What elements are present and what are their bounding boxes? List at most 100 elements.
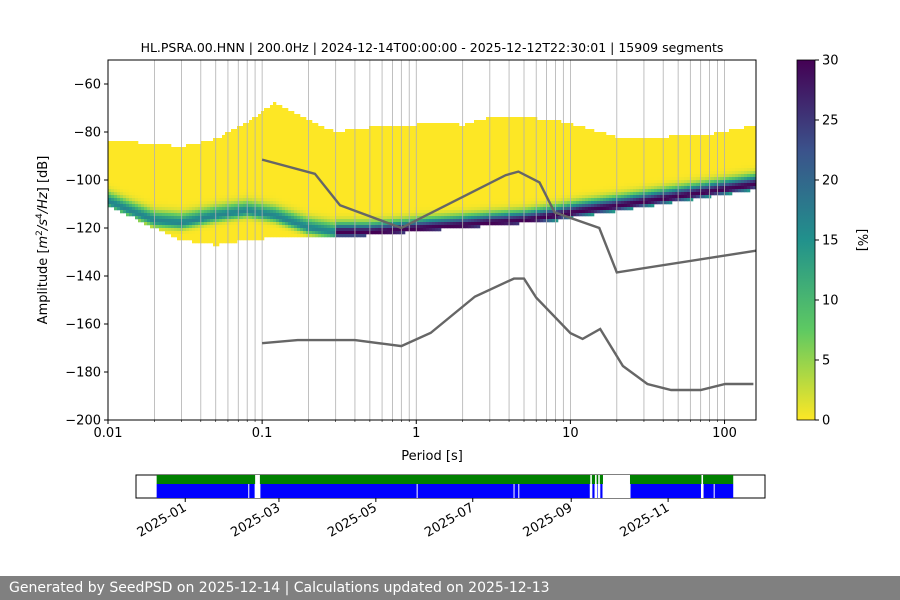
heatmap-cell: [345, 204, 349, 208]
heatmap-cell: [111, 150, 115, 154]
heatmap-cell: [225, 177, 229, 181]
heatmap-cell: [285, 171, 289, 175]
heatmap-cell: [285, 114, 289, 118]
heatmap-cell: [360, 156, 364, 160]
heatmap-cell: [144, 189, 148, 193]
heatmap-cell: [192, 144, 196, 148]
heatmap-cell: [426, 210, 430, 214]
heatmap-cell: [447, 180, 451, 184]
heatmap-cell: [222, 162, 226, 166]
heatmap-cell: [276, 153, 280, 157]
heatmap-cell: [372, 162, 376, 166]
heatmap-cell: [333, 207, 337, 211]
heatmap-cell: [474, 204, 478, 208]
heatmap-cell: [258, 231, 262, 235]
heatmap-cell: [270, 207, 274, 211]
heatmap-cell: [456, 159, 460, 163]
heatmap-cell: [486, 219, 490, 223]
heatmap-cell: [309, 222, 313, 226]
heatmap-cell: [168, 156, 172, 160]
heatmap-cell: [495, 120, 499, 124]
heatmap-column: [411, 126, 415, 232]
heatmap-cell: [438, 126, 442, 130]
heatmap-cell: [258, 162, 262, 166]
heatmap-cell: [318, 150, 322, 154]
heatmap-cell: [297, 183, 301, 187]
heatmap-cell: [204, 216, 208, 220]
heatmap-cell: [270, 204, 274, 208]
heatmap-cell: [225, 168, 229, 172]
heatmap-cell: [423, 174, 427, 178]
heatmap-cell: [456, 165, 460, 169]
heatmap-cell: [261, 138, 265, 142]
heatmap-cell: [294, 213, 298, 217]
heatmap-cell: [162, 201, 166, 205]
heatmap-cell: [468, 147, 472, 151]
heatmap-cell: [252, 228, 256, 232]
heatmap-cell: [396, 228, 400, 232]
heatmap-cell: [351, 129, 355, 133]
heatmap-cell: [504, 117, 508, 121]
heatmap-cell: [381, 168, 385, 172]
heatmap-cell: [432, 195, 436, 199]
heatmap-cell: [363, 216, 367, 220]
heatmap-cell: [321, 150, 325, 154]
heatmap-cell: [144, 180, 148, 184]
heatmap-cell: [201, 216, 205, 220]
heatmap-cell: [519, 120, 523, 124]
heatmap-cell: [150, 189, 154, 193]
heatmap-cell: [123, 147, 127, 151]
heatmap-cell: [447, 225, 451, 229]
heatmap-cell: [375, 225, 379, 229]
heatmap-cell: [489, 132, 493, 136]
heatmap-cell: [222, 219, 226, 223]
heatmap-cell: [378, 156, 382, 160]
heatmap-cell: [420, 210, 424, 214]
heatmap-cell: [288, 177, 292, 181]
heatmap-cell: [255, 141, 259, 145]
heatmap-cell: [339, 183, 343, 187]
heatmap-cell: [435, 159, 439, 163]
heatmap-cell: [192, 159, 196, 163]
heatmap-cell: [345, 192, 349, 196]
heatmap-cell: [267, 156, 271, 160]
heatmap-cell: [201, 165, 205, 169]
heatmap-cell: [171, 222, 175, 226]
heatmap-cell: [192, 195, 196, 199]
heatmap-cell: [150, 195, 154, 199]
heatmap-cell: [387, 162, 391, 166]
heatmap-cell: [147, 219, 151, 223]
heatmap-cell: [492, 156, 496, 160]
heatmap-cell: [252, 186, 256, 190]
heatmap-cell: [270, 114, 274, 118]
heatmap-cell: [306, 228, 310, 232]
heatmap-cell: [195, 174, 199, 178]
heatmap-cell: [162, 189, 166, 193]
heatmap-column: [183, 147, 187, 241]
heatmap-cell: [474, 171, 478, 175]
heatmap-cell: [459, 159, 463, 163]
heatmap-cell: [207, 186, 211, 190]
heatmap-cell: [108, 174, 112, 178]
heatmap-cell: [261, 207, 265, 211]
heatmap-cell: [369, 171, 373, 175]
heatmap-cell: [165, 153, 169, 157]
heatmap-cell: [282, 132, 286, 136]
heatmap-cell: [345, 168, 349, 172]
heatmap-cell: [234, 192, 238, 196]
heatmap-cell: [219, 168, 223, 172]
heatmap-cell: [117, 147, 121, 151]
heatmap-cell: [516, 165, 520, 169]
heatmap-cell: [393, 165, 397, 169]
heatmap-cell: [147, 144, 151, 148]
heatmap-cell: [294, 177, 298, 181]
heatmap-cell: [369, 174, 373, 178]
heatmap-cell: [147, 168, 151, 172]
heatmap-cell: [501, 192, 505, 196]
heatmap-cell: [243, 135, 247, 139]
heatmap-cell: [432, 201, 436, 205]
heatmap-cell: [459, 183, 463, 187]
heatmap-cell: [162, 156, 166, 160]
heatmap-cell: [393, 138, 397, 142]
heatmap-cell: [426, 216, 430, 220]
